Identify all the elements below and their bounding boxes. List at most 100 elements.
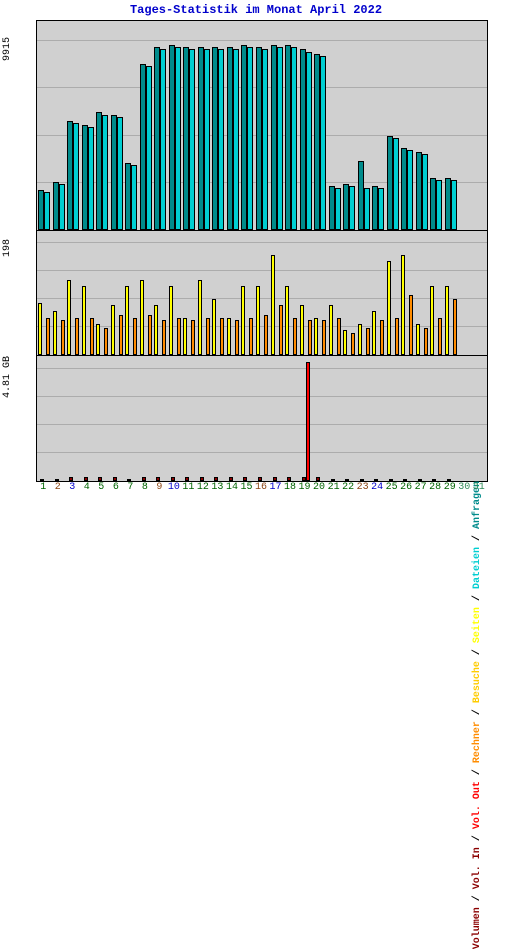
bar-dateien: [233, 49, 239, 230]
bar-dateien: [247, 47, 253, 230]
bar-rechner: [337, 318, 341, 356]
bar-vol_in: [142, 477, 146, 481]
legend-dateien: Dateien: [472, 547, 483, 589]
bar-vol_in: [374, 479, 378, 482]
panel-top: [37, 21, 487, 231]
bar-vol_in: [171, 477, 175, 481]
legend-volumen: Volumen: [472, 907, 483, 949]
bar-dateien: [407, 150, 413, 230]
bar-dateien: [262, 49, 268, 230]
y-label-p3: 4.81 GB: [2, 355, 13, 397]
x-label-day: 7: [127, 482, 133, 493]
x-label-day: 28: [429, 482, 441, 493]
bar-vol_in: [127, 479, 131, 482]
bar-rechner: [249, 318, 253, 356]
bar-rechner: [133, 318, 137, 356]
bar-seiten: [82, 286, 86, 355]
bar-vol_in: [156, 477, 160, 481]
bar-rechner: [104, 328, 108, 356]
bar-vol_in: [287, 477, 291, 481]
bar-dateien: [131, 165, 137, 230]
x-label-day: 30: [458, 482, 470, 493]
plot-area: Volumen / Vol. In / Vol. Out / Rechner /…: [36, 20, 488, 482]
bar-seiten: [271, 255, 275, 355]
axis-legend: Volumen / Vol. In / Vol. Out / Rechner /…: [472, 481, 483, 949]
bar-dateien: [335, 188, 341, 230]
bar-dateien: [320, 56, 326, 230]
x-axis-labels: 1234567891011121314151617181920212223242…: [36, 482, 486, 496]
bar-vol_in: [84, 477, 88, 481]
bar-seiten: [38, 303, 42, 356]
legend-seiten: Seiten: [472, 607, 483, 643]
bar-vol_in: [316, 477, 320, 481]
bar-vol_in: [55, 479, 59, 481]
bar-vol_in: [273, 477, 277, 481]
bar-seiten: [372, 311, 376, 355]
x-label-day: 16: [255, 482, 267, 493]
x-label-day: 20: [313, 482, 325, 493]
bar-vol_in: [345, 479, 349, 482]
bar-vol_in: [389, 479, 393, 482]
bar-dateien: [204, 49, 210, 230]
bar-rechner: [220, 318, 224, 356]
x-label-day: 19: [299, 482, 311, 493]
x-label-day: 27: [415, 482, 427, 493]
bar-vol_in: [40, 479, 44, 481]
bar-rechner: [235, 320, 239, 355]
bar-vol_in: [258, 477, 262, 481]
bar-rechner: [75, 318, 79, 356]
chart-title: Tages-Statistik im Monat April 2022: [130, 3, 382, 17]
y-label-p2: 198: [2, 238, 13, 256]
x-label-day: 15: [240, 482, 252, 493]
x-label-day: 6: [113, 482, 119, 493]
bar-seiten: [300, 305, 304, 355]
bar-seiten: [140, 280, 144, 355]
x-label-day: 1: [40, 482, 46, 493]
bar-rechner: [453, 299, 457, 355]
bar-rechner: [380, 320, 384, 355]
bar-seiten: [111, 305, 115, 355]
bar-seiten: [212, 299, 216, 355]
bar-rechner: [279, 305, 283, 355]
x-label-day: 2: [55, 482, 61, 493]
x-label-day: 21: [328, 482, 340, 493]
bar-rechner: [366, 328, 370, 356]
bar-seiten: [241, 286, 245, 355]
bar-dateien: [378, 188, 384, 230]
bar-rechner: [61, 320, 65, 355]
x-label-day: 23: [357, 482, 369, 493]
bar-dateien: [59, 184, 65, 230]
panel-bottom: [37, 356, 487, 481]
bar-seiten: [67, 280, 71, 355]
bar-vol_in: [432, 479, 436, 482]
bar-rechner: [162, 320, 166, 355]
bar-seiten: [343, 330, 347, 355]
x-label-day: 22: [342, 482, 354, 493]
bar-seiten: [183, 318, 187, 356]
bar-dateien: [88, 127, 94, 230]
bar-vol_in: [185, 477, 189, 481]
bar-dateien: [364, 188, 370, 230]
bar-rechner: [322, 320, 326, 355]
bar-dateien: [218, 49, 224, 230]
bar-rechner: [206, 318, 210, 356]
bar-rechner: [351, 333, 355, 356]
bar-seiten: [314, 318, 318, 356]
x-label-day: 29: [444, 482, 456, 493]
bar-seiten: [53, 311, 57, 355]
bar-seiten: [256, 286, 260, 355]
bar-dateien: [306, 52, 312, 231]
bar-dateien: [422, 154, 428, 230]
bar-vol_in: [214, 477, 218, 481]
x-label-day: 4: [84, 482, 90, 493]
bar-vol_in: [113, 477, 117, 481]
x-label-day: 24: [371, 482, 383, 493]
bar-rechner: [438, 318, 442, 356]
y-label-p1: 9915: [2, 37, 13, 61]
x-label-day: 3: [69, 482, 75, 493]
bar-vol_in: [243, 477, 247, 481]
legend-vol-in: Vol. In: [472, 847, 483, 889]
bar-dateien: [102, 115, 108, 231]
bar-seiten: [198, 280, 202, 355]
bar-rechner: [191, 320, 195, 355]
